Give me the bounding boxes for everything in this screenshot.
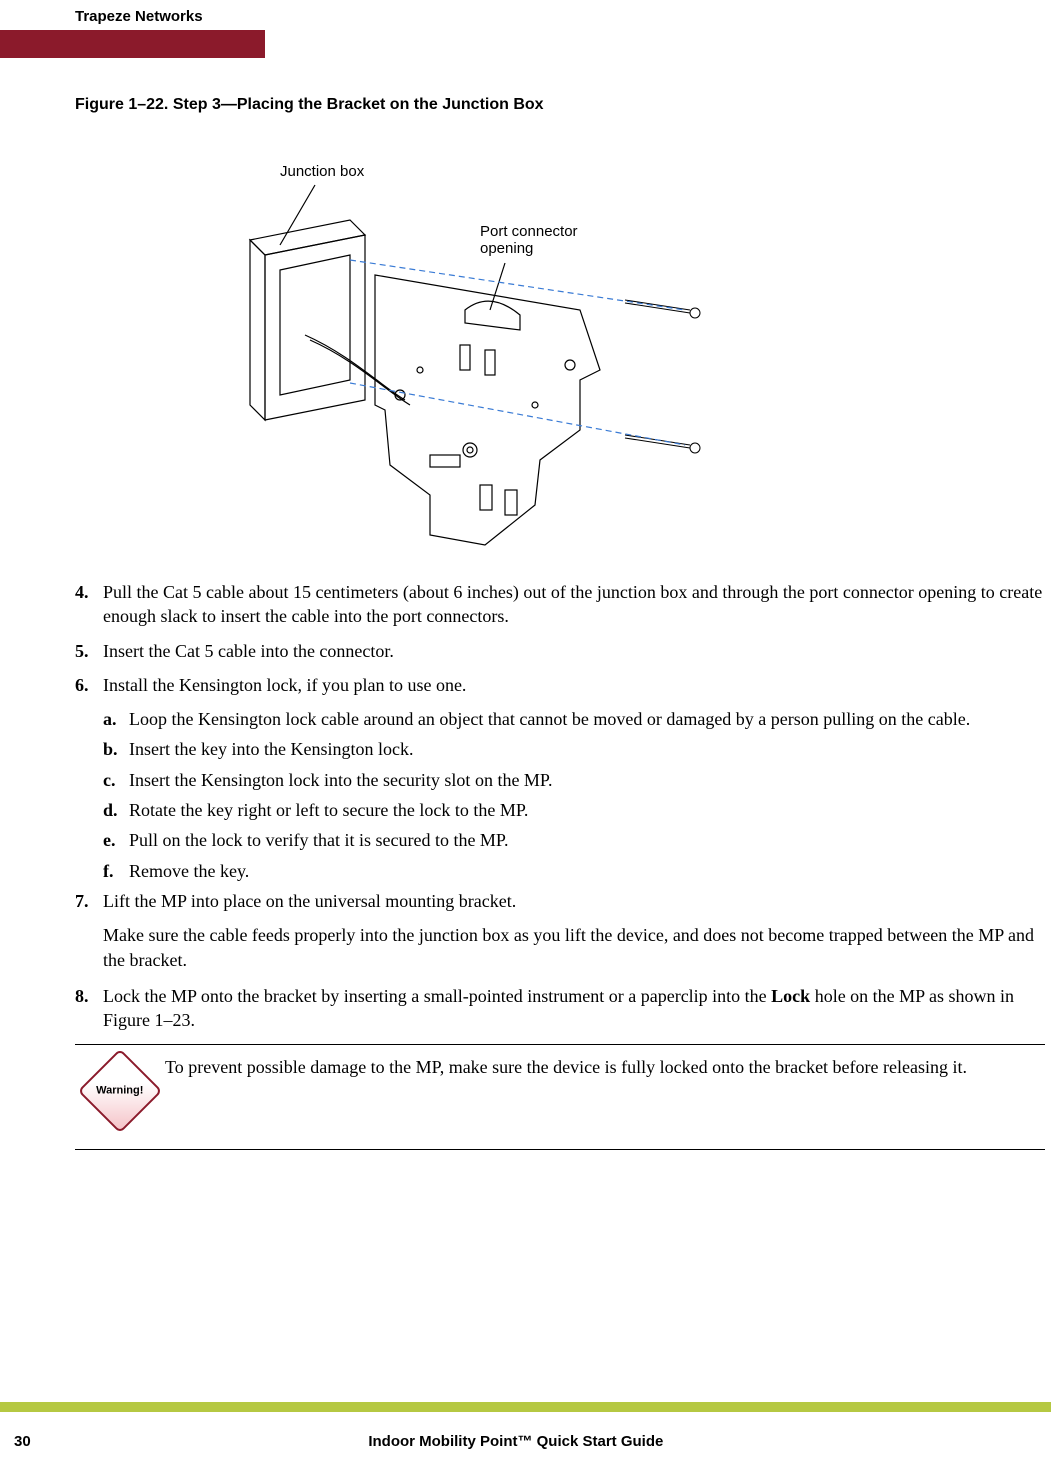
content-area: 4. Pull the Cat 5 cable about 15 centime… — [75, 580, 1045, 1150]
sub-item-f: f. Remove the key. — [103, 859, 1045, 883]
sub-text: Loop the Kensington lock cable around an… — [129, 707, 1045, 731]
sub-letter: b. — [103, 737, 129, 761]
header-accent-bar — [0, 30, 265, 58]
warning-icon-wrap: Warning! — [75, 1055, 165, 1121]
sub-item-b: b. Insert the key into the Kensington lo… — [103, 737, 1045, 761]
step-7: 7. Lift the MP into place on the univers… — [75, 889, 1045, 913]
figure-caption: Figure 1–22. Step 3—Placing the Bracket … — [75, 96, 544, 114]
bracket-diagram-svg — [230, 155, 770, 555]
step-number: 5. — [75, 639, 103, 663]
diagram-label-port-l1: Port connector — [480, 223, 578, 240]
diagram-label-port: Port connector opening — [480, 223, 578, 258]
sub-item-d: d. Rotate the key right or left to secur… — [103, 798, 1045, 822]
warning-text: To prevent possible damage to the MP, ma… — [165, 1055, 1045, 1079]
warning-label: Warning! — [96, 1085, 143, 1097]
header-brand: Trapeze Networks — [75, 8, 203, 25]
step-text: Pull the Cat 5 cable about 15 centimeter… — [103, 580, 1045, 629]
step-8-pre: Lock the MP onto the bracket by insertin… — [103, 986, 771, 1006]
sub-item-c: c. Insert the Kensington lock into the s… — [103, 768, 1045, 792]
sub-list: a. Loop the Kensington lock cable around… — [103, 707, 1045, 883]
warning-icon: Warning! — [78, 1049, 163, 1134]
sub-letter: d. — [103, 798, 129, 822]
footer-title: Indoor Mobility Point™ Quick Start Guide — [31, 1433, 1001, 1450]
figure-diagram: Junction box Port connector opening — [230, 155, 770, 555]
footer: 30 Indoor Mobility Point™ Quick Start Gu… — [0, 1433, 1051, 1450]
step-8: 8. Lock the MP onto the bracket by inser… — [75, 984, 1045, 1033]
diagram-label-junction: Junction box — [280, 163, 364, 180]
step-8-bold: Lock — [771, 986, 810, 1006]
step-6: 6. Install the Kensington lock, if you p… — [75, 673, 1045, 697]
sub-item-a: a. Loop the Kensington lock cable around… — [103, 707, 1045, 731]
footer-accent-bar — [0, 1402, 1051, 1412]
step-number: 7. — [75, 889, 103, 913]
step-5: 5. Insert the Cat 5 cable into the conne… — [75, 639, 1045, 663]
step-text: Install the Kensington lock, if you plan… — [103, 673, 1045, 697]
sub-text: Remove the key. — [129, 859, 1045, 883]
sub-text: Insert the key into the Kensington lock. — [129, 737, 1045, 761]
step-text: Lock the MP onto the bracket by insertin… — [103, 984, 1045, 1033]
step-text: Lift the MP into place on the universal … — [103, 889, 1045, 913]
sub-letter: e. — [103, 828, 129, 852]
figure-caption-prefix: Figure 1–22. — [75, 96, 173, 113]
sub-letter: c. — [103, 768, 129, 792]
diagram-label-port-l2: opening — [480, 240, 533, 257]
step-number: 4. — [75, 580, 103, 629]
sub-text: Insert the Kensington lock into the secu… — [129, 768, 1045, 792]
step-4: 4. Pull the Cat 5 cable about 15 centime… — [75, 580, 1045, 629]
figure-caption-title: Step 3—Placing the Bracket on the Juncti… — [173, 96, 544, 113]
footer-page-number: 30 — [14, 1433, 31, 1450]
warning-block: Warning! To prevent possible damage to t… — [75, 1044, 1045, 1150]
step-7-note: Make sure the cable feeds properly into … — [103, 923, 1045, 972]
step-number: 6. — [75, 673, 103, 697]
sub-text: Rotate the key right or left to secure t… — [129, 798, 1045, 822]
sub-letter: f. — [103, 859, 129, 883]
step-number: 8. — [75, 984, 103, 1033]
sub-letter: a. — [103, 707, 129, 731]
step-text: Insert the Cat 5 cable into the connecto… — [103, 639, 1045, 663]
sub-text: Pull on the lock to verify that it is se… — [129, 828, 1045, 852]
sub-item-e: e. Pull on the lock to verify that it is… — [103, 828, 1045, 852]
